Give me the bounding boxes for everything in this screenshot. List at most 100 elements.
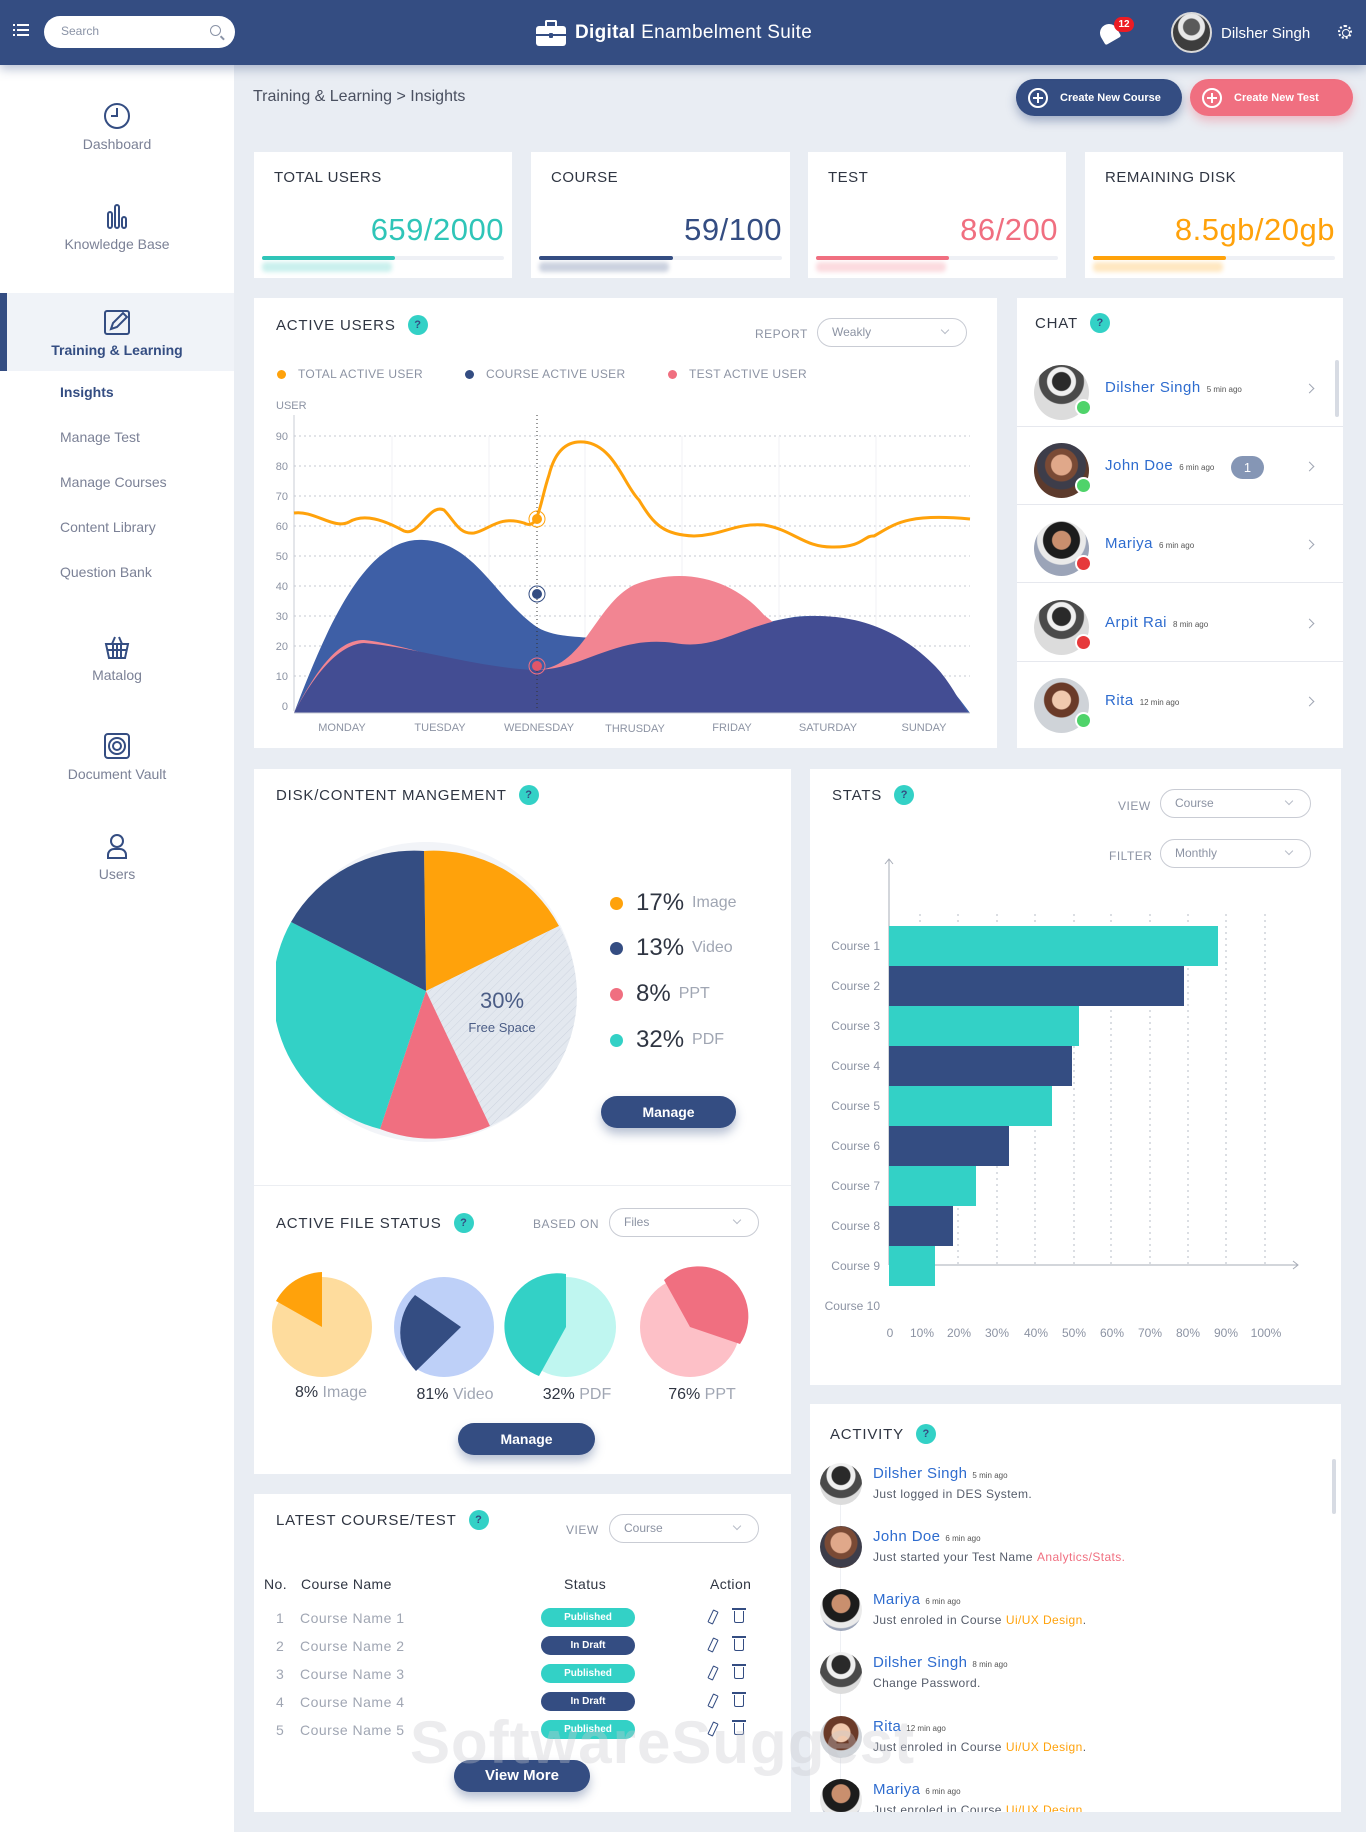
- trash-icon[interactable]: [732, 1692, 746, 1707]
- pencil-icon[interactable]: [707, 1637, 719, 1653]
- stat-value: 8.5gb/20gb: [1174, 212, 1335, 247]
- manage-files-button[interactable]: Manage: [458, 1423, 595, 1455]
- bar-chart-icon: [103, 202, 131, 230]
- view-select[interactable]: Course: [609, 1514, 759, 1543]
- sidebar-sub-manage-test[interactable]: Manage Test: [60, 429, 140, 445]
- file-status-ppt: 76% PPT: [668, 1386, 736, 1403]
- gear-icon[interactable]: [1338, 25, 1352, 39]
- sidebar: Dashboard Knowledge Base Training & Lear…: [0, 65, 234, 1832]
- svg-text:10: 10: [276, 671, 288, 683]
- view-select[interactable]: Course: [1160, 789, 1311, 818]
- stats-card: STATS ? VIEW Course FILTER Monthly Cours…: [810, 769, 1341, 1385]
- based-on-select[interactable]: Files: [609, 1208, 759, 1237]
- chat-card: CHAT ? Dilsher Singh 5 min ago John Doe 6 …: [1017, 298, 1343, 748]
- pencil-icon[interactable]: [707, 1665, 719, 1681]
- progress-bar: [262, 256, 504, 260]
- chat-title: CHAT ?: [1035, 313, 1110, 333]
- trash-icon[interactable]: [732, 1608, 746, 1623]
- search-input[interactable]: [61, 24, 201, 38]
- pencil-icon[interactable]: [707, 1721, 719, 1737]
- avatar: [820, 1652, 862, 1694]
- chevron-right-icon: [1304, 539, 1315, 550]
- user-name[interactable]: Dilsher Singh: [1221, 25, 1311, 42]
- search-icon[interactable]: [210, 25, 221, 36]
- scrollbar[interactable]: [1335, 360, 1339, 417]
- file-status-image: 8% Image: [294, 1384, 368, 1401]
- chat-item[interactable]: Dilsher Singh 5 min ago: [1017, 349, 1343, 427]
- legend-pdf: 32% PDF: [610, 1026, 724, 1054]
- svg-text:MONDAY: MONDAY: [318, 722, 366, 734]
- report-select[interactable]: Weakly: [817, 318, 967, 347]
- clock-icon: [103, 102, 131, 130]
- trash-icon[interactable]: [732, 1664, 746, 1679]
- create-test-button[interactable]: Create New Test: [1190, 79, 1353, 116]
- sidebar-item-label: Document Vault: [67, 766, 167, 782]
- stat-card-total-users: TOTAL USERS 659/2000: [254, 152, 512, 278]
- help-icon[interactable]: ?: [1089, 313, 1110, 333]
- svg-text:Course 2: Course 2: [831, 979, 880, 993]
- svg-text:USER: USER: [276, 400, 307, 412]
- chat-item[interactable]: Arpit Rai 8 min ago: [1017, 584, 1343, 662]
- search-box[interactable]: [44, 16, 235, 48]
- sidebar-item-matalog[interactable]: Matalog: [0, 633, 234, 693]
- svg-text:Course 10: Course 10: [825, 1299, 881, 1313]
- pencil-icon[interactable]: [707, 1609, 719, 1625]
- sidebar-item-training-learning[interactable]: Training & Learning: [0, 293, 234, 371]
- sidebar-sub-content-library[interactable]: Content Library: [60, 519, 156, 535]
- sidebar-item-users[interactable]: Users: [0, 832, 234, 892]
- vault-icon: [103, 732, 131, 760]
- create-course-button[interactable]: Create New Course: [1016, 79, 1182, 116]
- sidebar-sub-question-bank[interactable]: Question Bank: [60, 564, 152, 580]
- avatar[interactable]: [1171, 12, 1212, 53]
- svg-text:SUNDAY: SUNDAY: [901, 722, 947, 734]
- pencil-icon[interactable]: [707, 1693, 719, 1709]
- help-icon[interactable]: ?: [468, 1510, 489, 1530]
- view-more-button[interactable]: View More: [454, 1760, 590, 1792]
- chat-item[interactable]: Mariya 6 min ago: [1017, 505, 1343, 583]
- avatar: [820, 1526, 862, 1568]
- table-row: 4 Course Name 4 In Draft: [254, 1688, 791, 1716]
- stats-title: STATS ?: [832, 785, 915, 805]
- file-status-title: ACTIVE FILE STATUS ?: [276, 1213, 474, 1233]
- view-label: VIEW: [1118, 799, 1151, 813]
- help-icon[interactable]: ?: [453, 1213, 474, 1233]
- trash-icon[interactable]: [732, 1636, 746, 1651]
- svg-text:Course 1: Course 1: [831, 939, 880, 953]
- plus-circle-icon: [1028, 87, 1048, 108]
- avatar: [820, 1589, 862, 1631]
- trash-icon[interactable]: [732, 1720, 746, 1735]
- status-badge: In Draft: [541, 1692, 635, 1711]
- stat-card-remaining-disk: REMAINING DISK 8.5gb/20gb: [1085, 152, 1343, 278]
- help-icon[interactable]: ?: [407, 315, 428, 335]
- progress-bar: [1093, 256, 1335, 260]
- legend-total-active: TOTAL ACTIVE USER: [277, 367, 423, 381]
- menu-icon[interactable]: [13, 24, 29, 38]
- sidebar-sub-manage-courses[interactable]: Manage Courses: [60, 474, 167, 490]
- activity-item: Mariya 6 min ago Just enroled in Course Ui…: [810, 1589, 1320, 1651]
- avatar: [820, 1779, 862, 1812]
- offline-status-icon: [1075, 555, 1092, 572]
- disk-title: DISK/CONTENT MANGEMENT ?: [276, 785, 539, 805]
- sidebar-item-document-vault[interactable]: Document Vault: [0, 732, 234, 792]
- manage-disk-button[interactable]: Manage: [601, 1096, 736, 1128]
- create-course-label: Create New Course: [1060, 91, 1161, 104]
- notifications-button[interactable]: 12: [1096, 17, 1134, 46]
- svg-text:TUESDAY: TUESDAY: [414, 722, 466, 734]
- svg-text:Course 9: Course 9: [831, 1259, 880, 1273]
- chat-item[interactable]: Rita 12 min ago: [1017, 662, 1343, 740]
- filter-select[interactable]: Monthly: [1160, 839, 1311, 868]
- legend-test-active: TEST ACTIVE USER: [668, 367, 807, 381]
- scrollbar[interactable]: [1332, 1459, 1336, 1514]
- help-icon[interactable]: ?: [915, 1424, 936, 1444]
- chat-item[interactable]: John Doe 6 min ago 1: [1017, 427, 1343, 505]
- stat-value: 59/100: [684, 212, 782, 247]
- help-icon[interactable]: ?: [518, 785, 539, 805]
- svg-text:40: 40: [276, 581, 288, 593]
- sidebar-item-knowledge-base[interactable]: Knowledge Base: [0, 202, 234, 262]
- help-icon[interactable]: ?: [894, 785, 915, 805]
- sidebar-sub-insights[interactable]: Insights: [60, 384, 114, 400]
- sidebar-item-dashboard[interactable]: Dashboard: [0, 102, 234, 162]
- stats-bar-chart: Course 1 Course 2 Course 3 Course 4 Course …: [825, 858, 1299, 1340]
- disk-content-card: DISK/CONTENT MANGEMENT ? 30% Free Space …: [254, 769, 791, 1474]
- svg-text:80%: 80%: [1176, 1326, 1200, 1340]
